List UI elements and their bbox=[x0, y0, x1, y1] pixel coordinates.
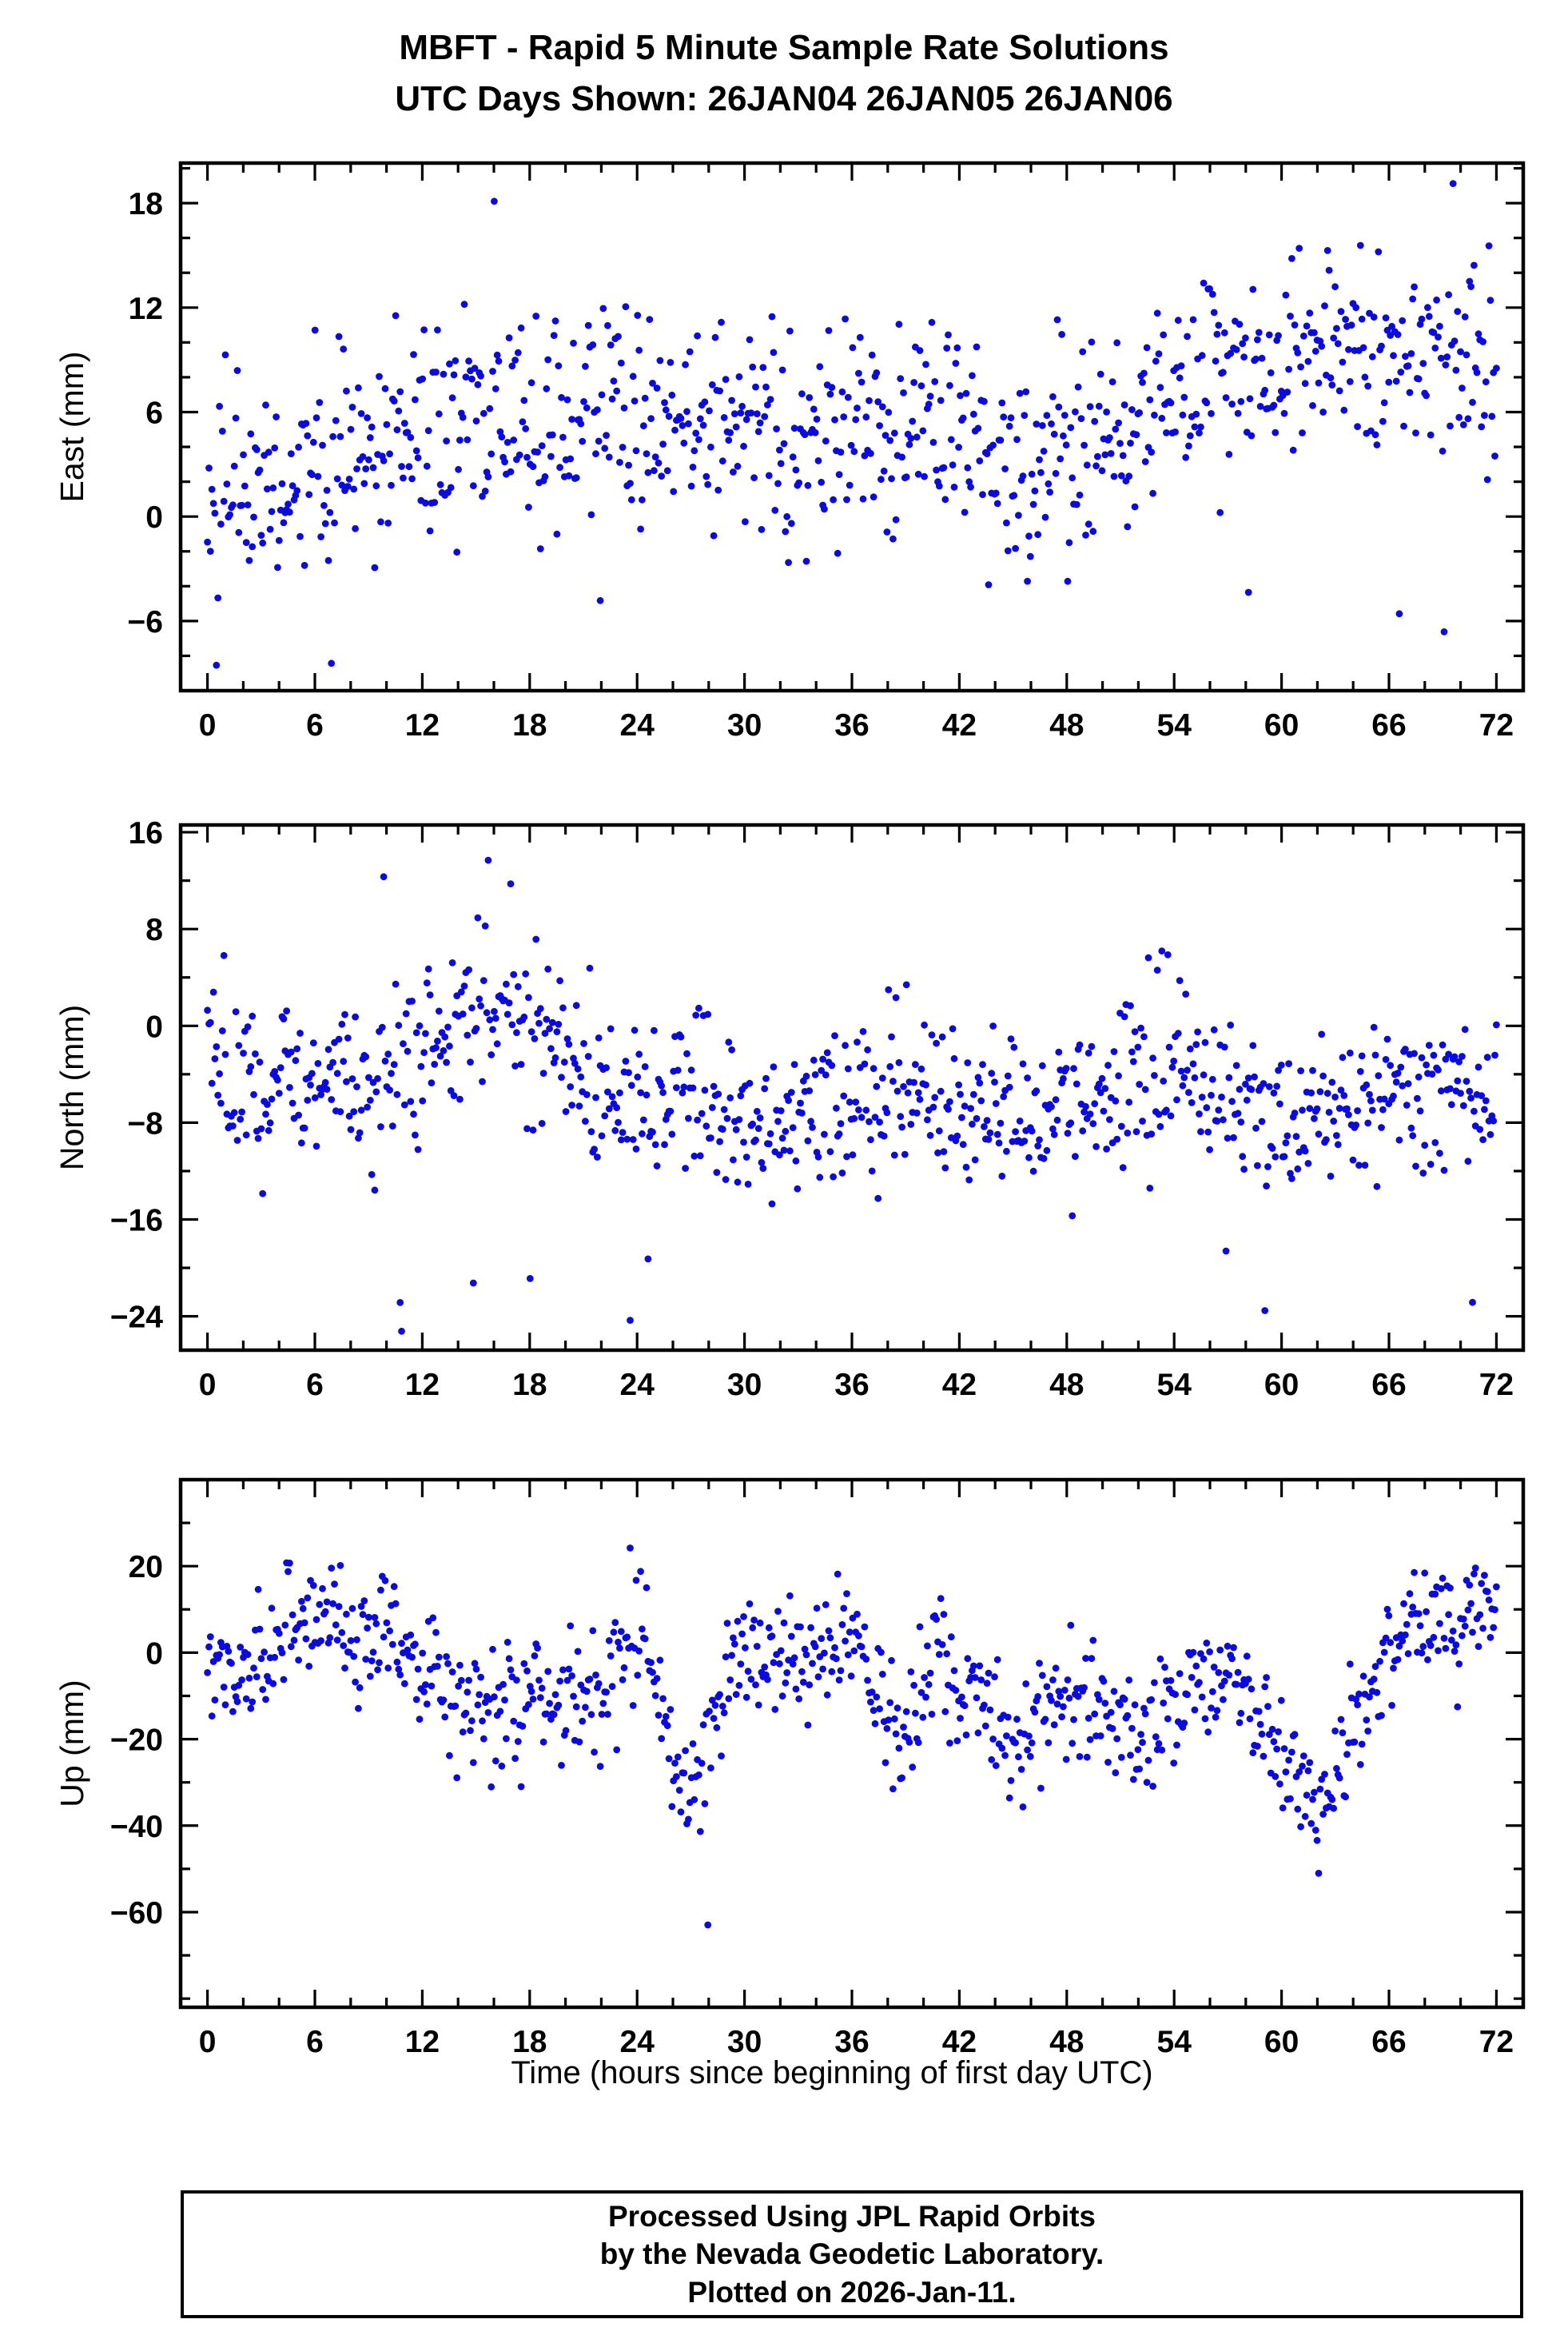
svg-text:−6: −6 bbox=[128, 604, 163, 639]
svg-text:0: 0 bbox=[145, 1010, 163, 1044]
east-data-points bbox=[204, 179, 1500, 669]
north-scatter-plot: 0 6 12 18 24 30 36 42 48 54 60 66 72 −24 −16 −8 0 8 16 Nort… bbox=[54, 816, 1526, 1402]
svg-text:0: 0 bbox=[145, 500, 163, 535]
footer-line3: Plotted on 2026-Jan-11. bbox=[687, 2275, 1017, 2309]
east-plot-frame bbox=[178, 161, 1526, 692]
svg-text:60: 60 bbox=[1264, 2025, 1299, 2059]
svg-text:66: 66 bbox=[1371, 708, 1406, 743]
svg-text:−40: −40 bbox=[110, 1809, 163, 1843]
svg-text:54: 54 bbox=[1157, 708, 1192, 743]
svg-text:60: 60 bbox=[1264, 1368, 1299, 1402]
svg-text:12: 12 bbox=[405, 2025, 440, 2059]
svg-text:48: 48 bbox=[1049, 1368, 1084, 1402]
east-ticks bbox=[181, 162, 1523, 692]
svg-text:18: 18 bbox=[129, 187, 163, 221]
svg-text:30: 30 bbox=[727, 708, 762, 743]
north-y-tick-labels: −24 −16 −8 0 8 16 bbox=[110, 816, 163, 1335]
svg-text:30: 30 bbox=[727, 2025, 762, 2059]
svg-text:6: 6 bbox=[306, 2025, 324, 2059]
north-x-tick-labels: 0 6 12 18 24 30 36 42 48 54 60 66 72 bbox=[199, 1368, 1514, 1402]
svg-text:−60: −60 bbox=[110, 1896, 163, 1931]
chart-title-line1: MBFT - Rapid 5 Minute Sample Rate Soluti… bbox=[399, 28, 1169, 67]
north-data-points bbox=[204, 856, 1500, 1335]
svg-text:36: 36 bbox=[834, 2025, 869, 2059]
svg-text:36: 36 bbox=[834, 708, 869, 743]
svg-text:42: 42 bbox=[942, 708, 977, 743]
east-x-tick-labels: 0 6 12 18 24 30 36 42 48 54 60 66 72 bbox=[199, 708, 1514, 743]
svg-text:18: 18 bbox=[512, 2025, 547, 2059]
footer-credit-box: Processed Using JPL Rapid Orbits by the … bbox=[181, 2190, 1523, 2318]
svg-text:72: 72 bbox=[1479, 2025, 1514, 2059]
svg-text:24: 24 bbox=[620, 1368, 655, 1402]
up-plot-frame bbox=[178, 1477, 1526, 2009]
svg-text:12: 12 bbox=[405, 708, 440, 743]
svg-text:18: 18 bbox=[512, 708, 547, 743]
svg-text:0: 0 bbox=[199, 2025, 217, 2059]
up-ticks bbox=[181, 1477, 1523, 2007]
svg-text:18: 18 bbox=[512, 1368, 547, 1402]
svg-text:−8: −8 bbox=[128, 1106, 163, 1141]
svg-text:0: 0 bbox=[199, 1368, 217, 1402]
up-y-tick-labels: −60 −40 −20 0 20 bbox=[110, 1550, 163, 1931]
up-axis-label: Up (mm) bbox=[54, 1680, 90, 1807]
x-axis-label: Time (hours since beginning of first day… bbox=[511, 2054, 1153, 2090]
svg-text:42: 42 bbox=[942, 1368, 977, 1402]
svg-text:6: 6 bbox=[306, 1368, 324, 1402]
svg-text:6: 6 bbox=[306, 708, 324, 743]
chart-title-line2: UTC Days Shown: 26JAN04 26JAN05 26JAN06 bbox=[395, 78, 1173, 118]
svg-text:66: 66 bbox=[1371, 2025, 1406, 2059]
svg-text:36: 36 bbox=[834, 1368, 869, 1402]
svg-text:12: 12 bbox=[405, 1368, 440, 1402]
svg-text:66: 66 bbox=[1371, 1368, 1406, 1402]
footer-line1: Processed Using JPL Rapid Orbits bbox=[608, 2199, 1096, 2233]
east-axis-label: East (mm) bbox=[54, 351, 90, 502]
svg-text:0: 0 bbox=[199, 708, 217, 743]
svg-text:0: 0 bbox=[145, 1636, 163, 1671]
svg-text:60: 60 bbox=[1264, 708, 1299, 743]
svg-text:72: 72 bbox=[1479, 708, 1514, 743]
east-y-tick-labels: −6 0 6 12 18 bbox=[128, 187, 163, 640]
chart-header: MBFT - Rapid 5 Minute Sample Rate Soluti… bbox=[0, 0, 1568, 125]
svg-text:−20: −20 bbox=[110, 1723, 163, 1757]
svg-text:8: 8 bbox=[145, 913, 163, 947]
svg-text:20: 20 bbox=[129, 1550, 163, 1584]
footer-line2: by the Nevada Geodetic Laboratory. bbox=[599, 2237, 1104, 2271]
svg-text:−16: −16 bbox=[110, 1203, 163, 1237]
svg-text:−24: −24 bbox=[110, 1300, 163, 1334]
svg-text:72: 72 bbox=[1479, 1368, 1514, 1402]
north-plot-frame bbox=[178, 823, 1526, 1352]
svg-text:42: 42 bbox=[942, 2025, 977, 2059]
svg-text:24: 24 bbox=[620, 2025, 655, 2059]
up-x-tick-labels: 0 6 12 18 24 30 36 42 48 54 60 66 72 bbox=[199, 2025, 1514, 2059]
svg-text:48: 48 bbox=[1049, 708, 1084, 743]
svg-text:16: 16 bbox=[129, 816, 163, 851]
svg-text:48: 48 bbox=[1049, 2025, 1084, 2059]
north-axis-label: North (mm) bbox=[54, 1004, 90, 1170]
svg-text:24: 24 bbox=[620, 708, 655, 743]
up-scatter-plot: 0 6 12 18 24 30 36 42 48 54 60 66 72 −60 −40 −20 0 20 Up (… bbox=[54, 1477, 1526, 2059]
svg-text:54: 54 bbox=[1157, 1368, 1192, 1402]
svg-text:54: 54 bbox=[1157, 2025, 1192, 2059]
up-data-points bbox=[204, 1544, 1500, 1928]
svg-text:6: 6 bbox=[145, 396, 163, 430]
east-scatter-plot: 0 6 12 18 24 30 36 42 48 54 60 66 72 −6 0 6 12 18 East (mm… bbox=[54, 161, 1526, 743]
svg-text:12: 12 bbox=[129, 291, 163, 325]
north-ticks bbox=[181, 824, 1523, 1350]
svg-text:30: 30 bbox=[727, 1368, 762, 1402]
